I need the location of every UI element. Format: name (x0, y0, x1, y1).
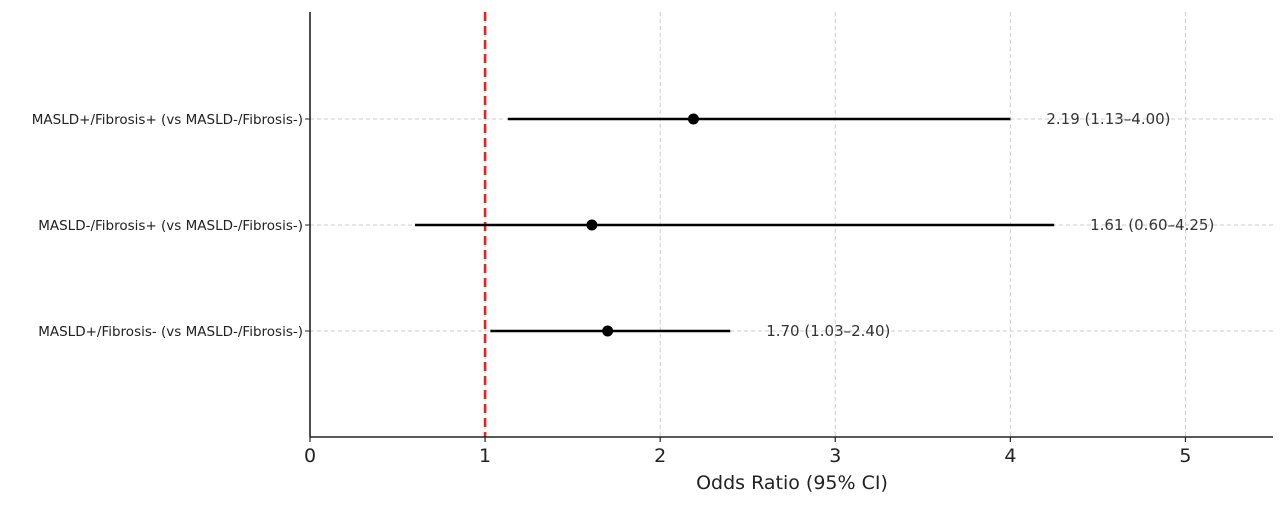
x-tick-label: 4 (1004, 445, 1016, 467)
x-tick-label: 5 (1179, 445, 1191, 467)
category-label: MASLD-/Fibrosis+ (vs MASLD-/Fibrosis-) (38, 218, 303, 234)
data-label: 1.61 (0.60–4.25) (1090, 216, 1214, 234)
confidence-intervals (415, 113, 1055, 337)
estimate-point (602, 325, 614, 337)
labels: 2.19 (1.13–4.00) MASLD+/Fibrosis+ (vs MAS… (32, 110, 1215, 467)
data-label: 2.19 (1.13–4.00) (1046, 110, 1170, 128)
x-tick-label: 2 (654, 445, 666, 467)
x-tick-label: 3 (829, 445, 841, 467)
data-label: 1.70 (1.03–2.40) (766, 322, 890, 340)
estimate-point (586, 219, 598, 231)
estimate-point (687, 113, 699, 125)
x-axis-title: Odds Ratio (95% CI) (696, 472, 888, 494)
category-label: MASLD+/Fibrosis+ (vs MASLD-/Fibrosis-) (32, 112, 303, 128)
axes (305, 12, 1273, 442)
x-tick-label: 0 (304, 445, 316, 467)
category-label: MASLD+/Fibrosis- (vs MASLD-/Fibrosis-) (38, 324, 303, 340)
x-tick-label: 1 (479, 445, 491, 467)
